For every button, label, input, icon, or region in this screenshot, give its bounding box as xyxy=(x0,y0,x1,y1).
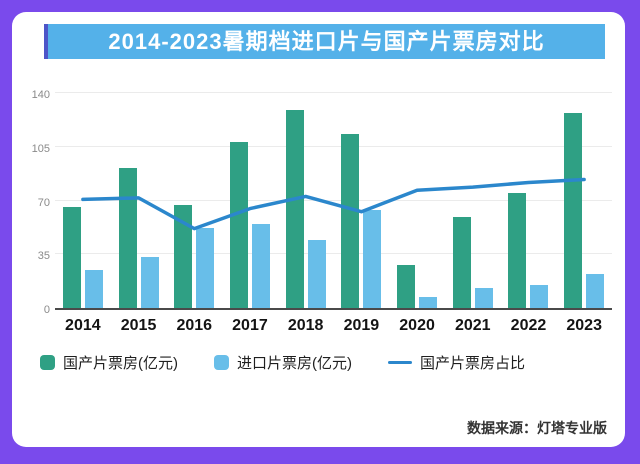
bar-group-2018 xyxy=(278,95,334,308)
y-tick-label: 35 xyxy=(37,250,50,263)
bar-imported-2022 xyxy=(530,284,549,308)
legend-swatch-imported xyxy=(214,355,229,370)
legend-label-imported: 进口片票房(亿元) xyxy=(237,355,352,372)
bar-group-2019 xyxy=(334,95,390,308)
y-tick-label: 105 xyxy=(31,142,50,155)
bar-domestic-2014 xyxy=(62,206,81,308)
x-axis-label-2015: 2015 xyxy=(120,317,157,334)
legend: 国产片票房(亿元) 进口片票房(亿元) 国产片票房占比 xyxy=(40,352,525,373)
plot-area xyxy=(55,92,612,310)
y-tick-label: 140 xyxy=(31,89,50,101)
legend-label-share: 国产片票房占比 xyxy=(420,355,526,372)
bar-imported-2020 xyxy=(419,297,438,308)
bar-domestic-2016 xyxy=(174,205,193,308)
bar-imported-2019 xyxy=(363,209,382,308)
bar-group-2021 xyxy=(445,95,501,308)
bar-imported-2016 xyxy=(196,228,215,308)
bar-domestic-2022 xyxy=(508,192,527,308)
x-axis-label-2016: 2016 xyxy=(176,317,213,334)
x-axis-label-2018: 2018 xyxy=(287,317,324,334)
y-tick-label: 70 xyxy=(37,196,50,209)
bar-domestic-2019 xyxy=(341,134,360,308)
x-axis-label-2021: 2021 xyxy=(454,317,491,334)
title-banner: 2014-2023暑期档进口片与国产片票房对比 xyxy=(44,24,605,59)
bar-imported-2014 xyxy=(84,269,103,308)
x-axis-label-2022: 2022 xyxy=(510,317,547,334)
y-axis: 0 35 70 105 140 xyxy=(28,89,50,316)
bar-group-2022 xyxy=(501,95,557,308)
bar-domestic-2017 xyxy=(229,142,248,308)
bar-group-2016 xyxy=(166,95,222,308)
bar-imported-2021 xyxy=(474,288,493,308)
bar-domestic-2021 xyxy=(452,217,471,308)
legend-item-share: 国产片票房占比 xyxy=(388,352,525,373)
line-series-domestic-share xyxy=(81,177,586,231)
bar-domestic-2020 xyxy=(397,265,416,308)
bar-imported-2018 xyxy=(307,240,326,308)
x-axis-label-2014: 2014 xyxy=(65,317,101,334)
legend-label-domestic: 国产片票房(亿元) xyxy=(63,355,178,372)
bar-imported-2023 xyxy=(586,274,605,308)
gridline xyxy=(55,253,612,255)
x-axis-label-2020: 2020 xyxy=(399,317,435,334)
bar-group-2015 xyxy=(111,95,167,308)
x-axis-label-2017: 2017 xyxy=(232,317,268,334)
legend-item-imported: 进口片票房(亿元) xyxy=(214,352,352,373)
bar-imported-2017 xyxy=(251,223,270,308)
data-source: 数据来源：灯塔专业版 xyxy=(467,420,607,436)
share-line xyxy=(81,177,586,231)
bar-group-2014 xyxy=(55,95,111,308)
gridline xyxy=(55,92,612,93)
x-axis-label-2019: 2019 xyxy=(343,317,380,334)
chart-area: 0 35 70 105 140 2014 2015 2016 2017 2018 2019 2020… xyxy=(28,89,612,340)
gridline xyxy=(55,145,612,147)
bar-groups xyxy=(55,95,612,308)
legend-swatch-domestic xyxy=(40,355,55,370)
bar-group-2017 xyxy=(222,95,278,308)
legend-item-domestic: 国产片票房(亿元) xyxy=(40,352,178,373)
bar-domestic-2023 xyxy=(564,112,583,308)
x-axis-label-2023: 2023 xyxy=(566,317,602,334)
page-title: 2014-2023暑期档进口片与国产片票房对比 xyxy=(108,29,545,54)
x-axis: 2014 2015 2016 2017 2018 2019 2020 2021 2022 2023 xyxy=(55,317,612,335)
legend-line-swatch-share xyxy=(388,361,412,364)
bar-imported-2015 xyxy=(140,257,159,308)
y-tick-label: 0 xyxy=(43,304,50,316)
bar-domestic-2015 xyxy=(118,168,137,308)
bar-group-2020 xyxy=(389,95,445,308)
gridline xyxy=(55,199,612,201)
bar-group-2023 xyxy=(556,95,612,308)
bar-domestic-2018 xyxy=(285,109,304,308)
card: 2014-2023暑期档进口片与国产片票房对比 0 35 70 105 140 2014… xyxy=(12,12,625,447)
